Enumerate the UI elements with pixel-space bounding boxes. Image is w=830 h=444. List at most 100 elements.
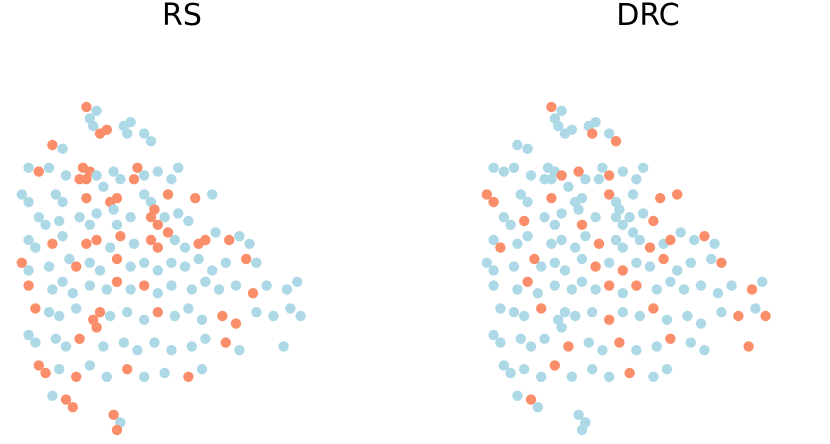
scatter-point <box>166 345 177 356</box>
scatter-point <box>213 284 225 295</box>
scatter-point <box>251 257 262 268</box>
scatter-point <box>508 307 520 318</box>
scatter-point <box>559 307 571 318</box>
scatter-point <box>23 329 34 341</box>
scatter-point <box>105 310 116 322</box>
scatter-point <box>43 162 55 173</box>
scatter-point <box>71 303 82 314</box>
scatter-point <box>512 139 523 151</box>
scatter-point <box>183 215 194 227</box>
scatter-point <box>617 242 628 253</box>
scatter-point <box>101 371 113 382</box>
scatter-point <box>183 371 194 382</box>
scatter-point <box>685 337 696 348</box>
scatter-point <box>71 261 82 272</box>
scatter-point <box>648 303 659 314</box>
scatter-point <box>593 174 605 185</box>
scatter-point <box>139 170 150 181</box>
scatter-point <box>549 280 560 291</box>
scatter-point <box>169 234 180 246</box>
scatter-point <box>563 341 574 352</box>
scatter-point <box>98 341 109 352</box>
scatter-point <box>179 242 191 253</box>
scatter-point <box>519 310 530 322</box>
scatter-point <box>54 215 65 227</box>
scatter-point <box>139 257 150 268</box>
scatter-point <box>152 307 163 318</box>
scatter-point <box>661 314 673 325</box>
scatter-point <box>98 181 109 192</box>
scatter-point <box>695 280 707 291</box>
scatter-point <box>610 234 622 246</box>
scatter-point <box>525 394 537 405</box>
scatter-point <box>665 234 676 246</box>
scatter-point <box>152 242 163 253</box>
scatter-point <box>281 284 293 295</box>
scatter-point <box>145 136 157 147</box>
scatter-point <box>549 219 560 230</box>
scatter-point <box>695 318 707 329</box>
scatter-point <box>57 196 68 208</box>
scatter-point <box>71 371 82 382</box>
scatter-point <box>590 284 601 295</box>
scatter-point <box>576 253 588 265</box>
scatter-point <box>675 227 686 238</box>
scatter-point <box>549 257 560 268</box>
scatter-point <box>91 105 102 117</box>
scatter-point <box>539 333 550 344</box>
scatter-point <box>261 280 272 291</box>
scatter-point <box>559 128 571 139</box>
scatter-point <box>132 162 143 173</box>
scatter-point <box>665 276 676 287</box>
scatter-point <box>644 242 656 253</box>
scatter-point <box>139 280 150 291</box>
scatter-point <box>125 212 136 223</box>
scatter-point <box>746 284 758 295</box>
scatter-point <box>54 364 65 375</box>
scatter-point <box>74 174 85 185</box>
scatter-point <box>576 193 588 204</box>
scatter-point <box>47 284 58 295</box>
scatter-point <box>549 360 560 371</box>
scatter-point <box>16 257 27 268</box>
scatter-point <box>115 231 126 242</box>
scatter-point <box>495 242 506 253</box>
scatter-point <box>580 174 591 185</box>
scatter-point <box>220 257 231 268</box>
scatter-point <box>111 424 123 436</box>
scatter-point <box>139 371 150 382</box>
scatter-point <box>546 193 557 204</box>
scatter-point <box>627 227 639 238</box>
scatter-point <box>111 253 123 265</box>
scatter-point <box>580 231 591 242</box>
scatter-point <box>495 337 506 348</box>
scatter-point <box>91 322 102 333</box>
scatter-point <box>64 253 75 265</box>
scatter-point <box>23 234 34 246</box>
scatter-point <box>743 341 754 352</box>
scatter-point <box>655 193 666 204</box>
scatter-point <box>576 424 588 436</box>
scatter-point <box>196 364 208 375</box>
scatter-point <box>152 265 163 276</box>
scatter-point <box>757 276 768 287</box>
scatter-point <box>122 128 133 139</box>
scatter-point <box>145 234 157 246</box>
scatter-point <box>230 280 242 291</box>
scatter-point <box>125 117 136 128</box>
scatter-point <box>152 166 163 177</box>
scatter-point <box>685 257 696 268</box>
chart-title-rs: RS <box>162 0 202 33</box>
scatter-point <box>610 136 622 147</box>
scatter-point <box>183 303 194 314</box>
scatter-point <box>481 257 492 268</box>
scatter-point <box>556 105 567 117</box>
scatter-point <box>67 288 79 299</box>
scatter-point <box>169 310 180 322</box>
scatter-point <box>658 253 669 265</box>
scatter-point <box>186 341 197 352</box>
scatter-point <box>559 265 571 276</box>
scatter-point <box>525 170 537 181</box>
scatter-point <box>508 162 520 173</box>
scatter-point <box>81 238 92 249</box>
